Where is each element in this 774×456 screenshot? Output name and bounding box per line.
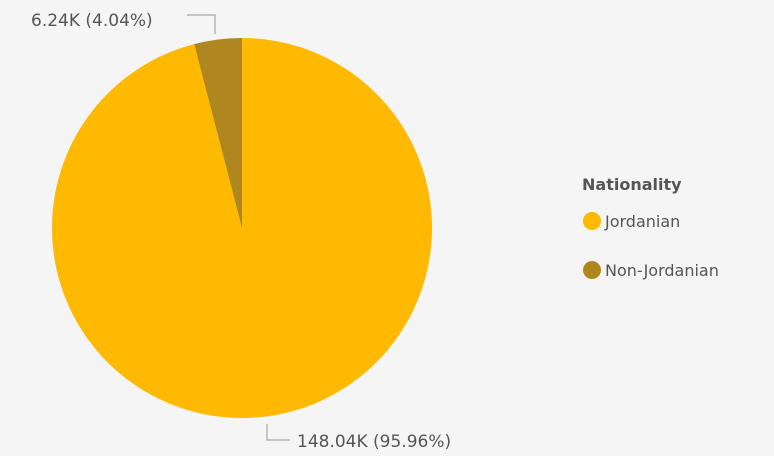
- legend-item-jordanian[interactable]: Jordanian: [583, 212, 680, 231]
- legend-item-non-jordanian[interactable]: Non-Jordanian: [583, 261, 719, 280]
- legend-marker-jordanian: [583, 212, 601, 230]
- legend-marker-non-jordanian: [583, 261, 601, 279]
- data-label-non-jordanian: 6.24K (4.04%): [31, 11, 153, 31]
- leader-line-non-jordanian: [187, 14, 216, 34]
- pie-slice-non-jordanian[interactable]: [194, 38, 242, 228]
- legend: Nationality Jordanian Non-Jordanian: [582, 175, 719, 280]
- pie-slice-jordanian[interactable]: [52, 38, 433, 418]
- legend-label-non-jordanian: Non-Jordanian: [605, 261, 719, 280]
- data-label-jordanian: 148.04K (95.96%): [297, 432, 451, 452]
- legend-label-jordanian: Jordanian: [604, 212, 680, 231]
- leader-line-jordanian: [266, 424, 290, 441]
- pie-slices: [52, 38, 433, 418]
- legend-title: Nationality: [582, 175, 682, 194]
